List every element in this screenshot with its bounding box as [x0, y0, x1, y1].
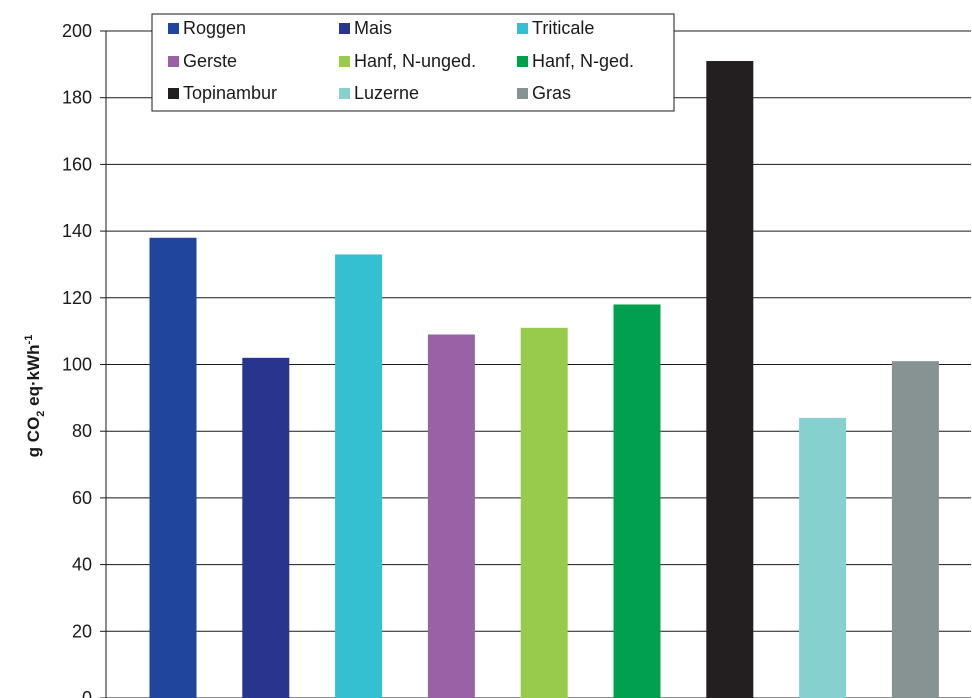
- legend-label: Topinambur: [183, 83, 277, 103]
- legend-label: Mais: [354, 18, 392, 38]
- y-tick-label: 140: [62, 221, 92, 241]
- legend-swatch: [517, 56, 528, 67]
- legend-label: Triticale: [532, 18, 594, 38]
- bar-topinambur: [706, 61, 754, 698]
- legend-swatch: [339, 88, 350, 99]
- legend-swatch: [339, 56, 350, 67]
- legend-swatch: [168, 56, 179, 67]
- legend-label: Hanf, N-unged.: [354, 51, 476, 71]
- legend-label: Gras: [532, 83, 571, 103]
- bar-hanf-n-ged: [613, 304, 661, 698]
- legend: Roggen Mais Triticale Gerste Hanf, N-unged. H…: [151, 13, 675, 112]
- legend-swatch: [168, 23, 179, 34]
- y-tick-label: 180: [62, 88, 92, 108]
- y-tick-label: 0: [82, 688, 92, 698]
- legend-label: Gerste: [183, 51, 237, 71]
- y-tick-label: 80: [72, 421, 92, 441]
- bar-roggen: [149, 237, 197, 698]
- bar-mais: [242, 357, 290, 698]
- bar-triticale: [335, 254, 383, 698]
- bar-hanf-n-unged: [520, 327, 568, 698]
- y-tick-label: 40: [72, 555, 92, 575]
- bar-gerste: [427, 334, 475, 698]
- legend-box: [151, 13, 675, 112]
- legend-swatch: [339, 23, 350, 34]
- bar-luzerne: [799, 417, 847, 698]
- legend-label: Roggen: [183, 18, 246, 38]
- y-tick-label: 20: [72, 621, 92, 641]
- legend-label: Hanf, N-ged.: [532, 51, 634, 71]
- y-tick-label: 100: [62, 355, 92, 375]
- legend-label: Luzerne: [354, 83, 419, 103]
- y-tick-label: 120: [62, 288, 92, 308]
- legend-swatch: [168, 88, 179, 99]
- y-tick-label: 200: [62, 21, 92, 41]
- y-axis-label: g CO2 eq·kWh-1: [23, 335, 47, 458]
- legend-swatch: [517, 88, 528, 99]
- bar-gras: [891, 361, 939, 698]
- bars: [149, 61, 939, 698]
- y-tick-label: 160: [62, 154, 92, 174]
- legend-swatch: [517, 23, 528, 34]
- y-axis-ticks: 0 20 40 60 80 100 120 140 160 180 200: [62, 21, 106, 698]
- y-tick-label: 60: [72, 488, 92, 508]
